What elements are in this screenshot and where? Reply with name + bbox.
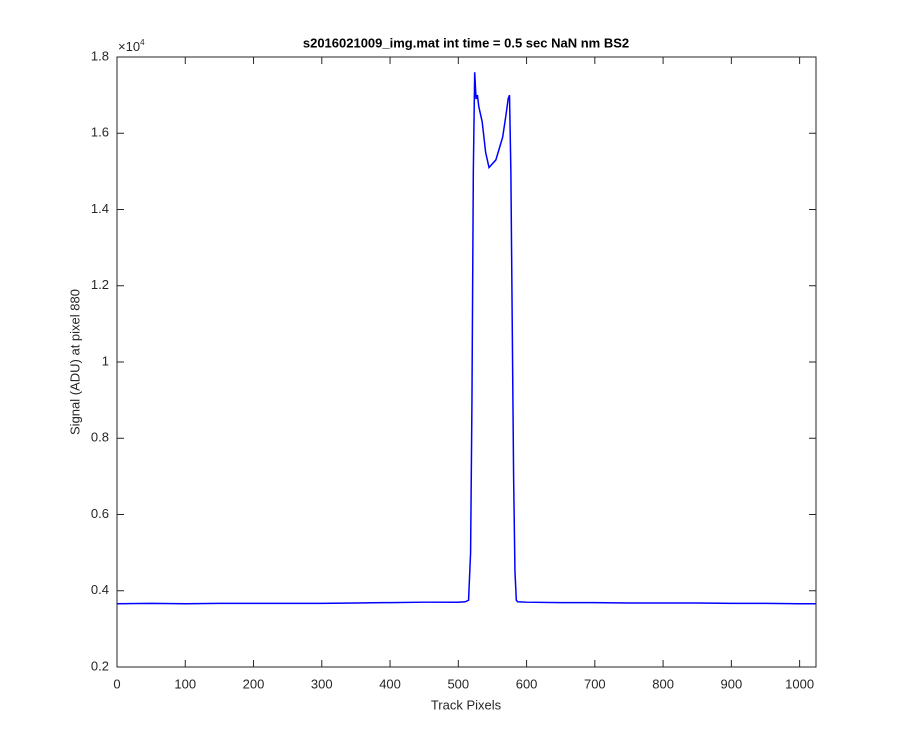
y-tick-label: 1.2 <box>91 277 109 292</box>
y-tick-label: 0.2 <box>91 658 109 673</box>
y-tick-label: 1.4 <box>91 201 109 216</box>
x-tick-label: 300 <box>311 676 333 691</box>
chart-title: s2016021009_img.mat int time = 0.5 sec N… <box>303 35 629 50</box>
x-tick-label: 500 <box>447 676 469 691</box>
multiplier-base: ×10 <box>118 39 140 54</box>
x-axis-label: Track Pixels <box>431 697 502 712</box>
y-tick-label: 0.6 <box>91 506 109 521</box>
data-line <box>116 72 816 605</box>
x-tick-label: 100 <box>174 676 196 691</box>
x-tick-label: 800 <box>652 676 674 691</box>
x-tick-label: 200 <box>243 676 265 691</box>
y-tick-label: 1 <box>102 353 109 368</box>
y-multiplier: ×104 <box>118 38 145 54</box>
y-tick-label: 1.6 <box>91 125 109 140</box>
multiplier-exponent: 4 <box>140 38 145 47</box>
x-tick-label: 1000 <box>785 676 814 691</box>
x-tick-label: 600 <box>516 676 538 691</box>
y-tick-label: 0.4 <box>91 582 109 597</box>
y-tick-label: 0.8 <box>91 430 109 445</box>
y-tick-label: 1.8 <box>91 48 109 63</box>
x-tick-label: 900 <box>721 676 743 691</box>
y-axis-label: Signal (ADU) at pixel 880 <box>67 289 82 435</box>
x-tick-label: 0 <box>113 676 120 691</box>
x-tick-label: 400 <box>379 676 401 691</box>
x-tick-label: 700 <box>584 676 606 691</box>
